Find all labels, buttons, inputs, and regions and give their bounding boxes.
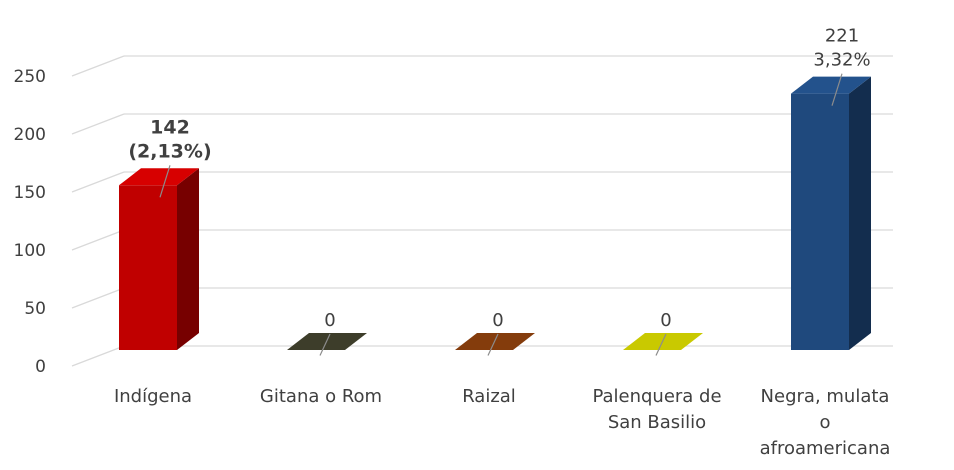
bar-side-4 [849,76,871,350]
category-label-3-line-0: Palenquera de [592,386,721,407]
category-label-0-line-0: Indígena [114,386,192,407]
data-label-4-line-0: 221 [825,26,859,47]
y-tick-label-50: 50 [24,299,46,319]
bar-side-0 [177,168,199,350]
bar-top-0 [119,168,199,186]
data-label-leader-3 [655,333,667,356]
gridline-diagonal-50 [71,287,125,309]
data-label-leader-1 [319,333,331,356]
category-label-2-line-0: Raizal [462,386,516,407]
category-label-1-line-0: Gitana o Rom [260,386,382,407]
data-label-leader-4 [831,73,843,106]
data-label-4-line-1: 3,32% [813,50,870,71]
data-label-2-line-0: 0 [492,310,503,331]
gridline-diagonal-200 [71,113,125,135]
bar-front-4 [791,93,849,350]
data-label-0-line-1: (2,13%) [128,140,211,162]
gridline-diagonal-100 [71,229,125,251]
bar-front-0 [119,185,177,350]
y-tick-label-200: 200 [14,125,46,145]
data-label-0-line-0: 142 [150,116,190,138]
gridline-diagonal-0 [71,345,125,367]
data-label-leader-0 [159,165,171,198]
bar-top-4 [791,76,871,94]
category-label-3-line-1: San Basilio [608,412,706,433]
data-label-leader-2 [487,333,499,356]
y-tick-label-150: 150 [14,183,46,203]
category-label-4-line-2: afroamericana [760,438,891,459]
category-label-4-line-0: Negra, mulata [761,386,890,407]
category-label-4-line-1: o [819,412,830,433]
data-label-1-line-0: 0 [324,310,335,331]
y-tick-label-0: 0 [35,357,46,377]
y-tick-label-100: 100 [14,241,46,261]
data-label-3-line-0: 0 [660,310,671,331]
gridline-diagonal-250 [71,55,125,77]
y-tick-label-250: 250 [14,67,46,87]
gridline-diagonal-150 [71,171,125,193]
